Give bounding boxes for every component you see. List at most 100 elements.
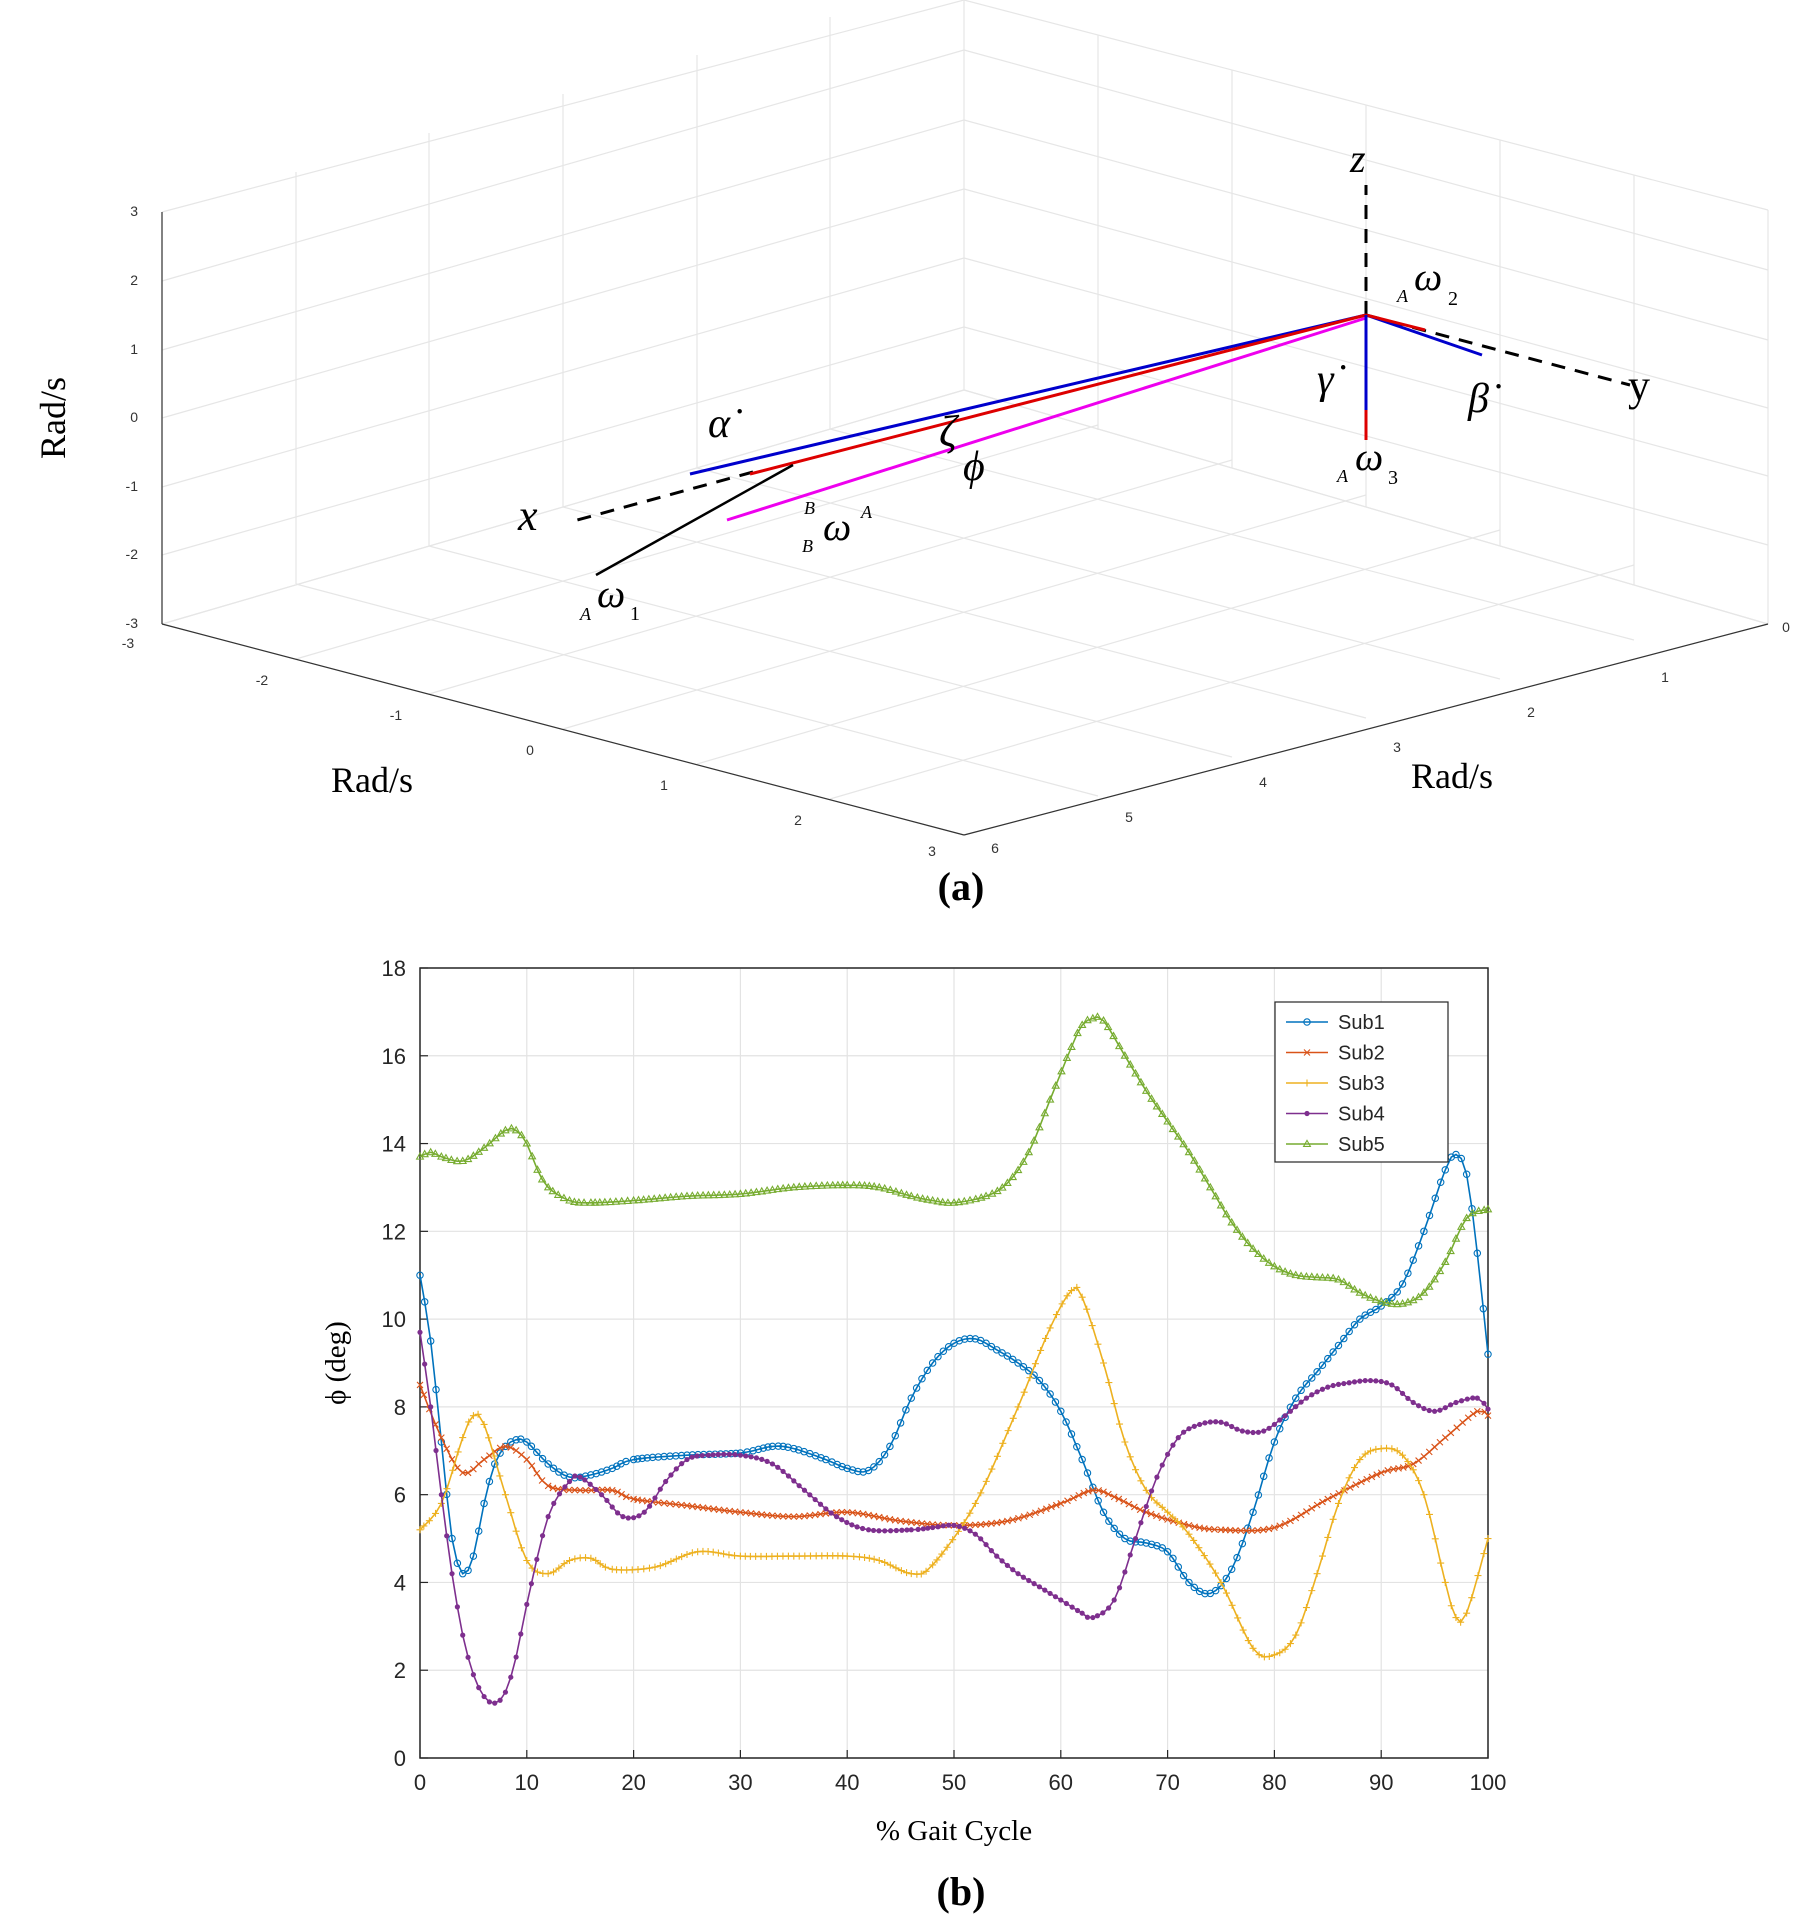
series-sub4-marker xyxy=(1175,1435,1181,1441)
series-sub3-marker xyxy=(1026,1374,1034,1382)
series-sub5-marker xyxy=(1430,1274,1439,1283)
series-sub2-marker xyxy=(678,1501,685,1509)
series-sub1-marker xyxy=(592,1469,600,1478)
series-sub1-marker xyxy=(1265,1454,1273,1462)
series-sub1-marker xyxy=(1345,1327,1353,1336)
series-sub3-marker xyxy=(683,1550,691,1558)
series-sub4-marker xyxy=(556,1491,563,1497)
series-sub2-marker xyxy=(1004,1517,1011,1525)
series-sub2-marker xyxy=(1425,1448,1433,1456)
series-sub4-marker xyxy=(1015,1571,1021,1577)
series-sub4-marker xyxy=(1453,1399,1459,1406)
series-sub5-marker xyxy=(1077,1020,1087,1029)
series-sub3-marker xyxy=(416,1526,424,1534)
series-sub3-marker xyxy=(982,1477,990,1485)
series-sub4-marker xyxy=(1373,1378,1379,1384)
series-sub2-marker xyxy=(704,1504,712,1512)
series-sub2-marker xyxy=(806,1512,814,1519)
series-sub3-marker xyxy=(1200,1552,1208,1560)
x-tick-label: 50 xyxy=(942,1770,966,1795)
series-sub3-marker xyxy=(1153,1499,1161,1507)
series-sub3-marker xyxy=(1004,1427,1012,1435)
x-axis-label: % Gait Cycle xyxy=(876,1815,1032,1847)
series-sub1-marker xyxy=(1073,1443,1081,1451)
series-sub1-marker xyxy=(907,1394,916,1402)
series-sub2-marker xyxy=(1259,1526,1267,1534)
series-sub3-marker xyxy=(662,1560,670,1568)
series-sub5-marker xyxy=(1008,1172,1018,1181)
series-sub1-marker xyxy=(533,1448,541,1457)
series-sub2-marker xyxy=(710,1505,718,1513)
series-sub5-marker xyxy=(965,1195,975,1204)
series-sub1-marker xyxy=(817,1454,825,1462)
series-sub5-marker xyxy=(420,1149,430,1158)
series-sub4-marker xyxy=(631,1515,637,1521)
series-sub5-marker xyxy=(1334,1274,1343,1283)
y-tick-label: 18 xyxy=(382,956,406,981)
series-sub1-marker xyxy=(854,1467,862,1476)
series-sub2-marker xyxy=(870,1512,878,1520)
series-sub5-marker xyxy=(1355,1288,1365,1296)
series-sub5-marker xyxy=(1019,1157,1028,1165)
series-sub1-marker xyxy=(677,1451,686,1460)
series-sub2-marker xyxy=(1032,1509,1039,1517)
series-sub1-marker xyxy=(1249,1508,1257,1516)
series-sub5-marker xyxy=(784,1183,793,1191)
y-tick-label: 2 xyxy=(394,1658,406,1683)
series-sub1-marker xyxy=(875,1457,883,1466)
series-sub3-marker xyxy=(1324,1533,1332,1541)
series-sub2-marker xyxy=(1052,1501,1060,1509)
series-sub1-marker xyxy=(587,1471,595,1479)
y-tick-label: 14 xyxy=(382,1132,406,1157)
series-sub4-marker xyxy=(915,1526,921,1532)
series-sub4-marker xyxy=(454,1604,460,1610)
series-sub5-marker xyxy=(1435,1266,1445,1275)
series-sub2-marker xyxy=(688,1502,696,1510)
series-sub3-marker xyxy=(1281,1645,1289,1653)
series-sub1-marker xyxy=(848,1466,857,1474)
series-sub1-marker xyxy=(1099,1508,1108,1516)
series-sub5-marker xyxy=(1318,1272,1327,1281)
series-sub5-marker xyxy=(1328,1273,1338,1282)
series-sub4-marker xyxy=(636,1513,642,1519)
series-sub1-marker xyxy=(896,1419,905,1427)
series-sub2-marker xyxy=(1329,1492,1337,1500)
series-sub2-marker xyxy=(998,1518,1006,1526)
series-sub4-marker xyxy=(1394,1386,1400,1392)
series-sub2-marker xyxy=(1158,1514,1166,1522)
series-sub4-marker xyxy=(449,1571,455,1577)
series-sub5-marker xyxy=(1013,1165,1023,1174)
series-sub5-marker xyxy=(880,1183,890,1192)
series-sub2-marker xyxy=(1464,1414,1472,1422)
bwa-label: ω xyxy=(823,504,851,549)
series-sub1-marker xyxy=(1479,1304,1488,1313)
series-sub4-marker xyxy=(1132,1535,1139,1542)
series-sub3-marker xyxy=(1286,1640,1294,1648)
series-sub1-marker xyxy=(608,1464,616,1473)
series-sub5-marker xyxy=(838,1180,848,1189)
series-sub2-marker xyxy=(598,1486,606,1494)
series-sub3-marker xyxy=(1249,1644,1257,1652)
series-sub2-marker xyxy=(769,1512,776,1519)
series-sub4-marker xyxy=(1442,1405,1448,1411)
x-tick: 1 xyxy=(660,777,668,793)
series-sub5-marker xyxy=(997,1183,1007,1191)
series-sub3-marker xyxy=(1164,1508,1172,1516)
series-sub3-marker xyxy=(1302,1604,1310,1612)
series-sub3-marker xyxy=(1174,1518,1182,1526)
panel-a-vectors xyxy=(569,185,1631,577)
series-sub3-marker xyxy=(480,1420,488,1428)
series-sub2-marker xyxy=(470,1465,477,1473)
series-sub3-marker xyxy=(1052,1311,1060,1319)
series-sub1-marker xyxy=(886,1442,894,1451)
series-sub4-marker xyxy=(849,1522,855,1528)
series-sub2-marker xyxy=(660,1499,668,1507)
series-sub4-marker xyxy=(796,1483,802,1489)
series-sub2-marker xyxy=(1064,1497,1071,1505)
series-sub2-marker xyxy=(1125,1500,1133,1508)
series-sub3-marker xyxy=(560,1560,568,1568)
series-sub2-marker xyxy=(1037,1507,1045,1515)
series-sub3-marker xyxy=(1420,1491,1428,1499)
series-sub5-marker xyxy=(1003,1178,1012,1187)
